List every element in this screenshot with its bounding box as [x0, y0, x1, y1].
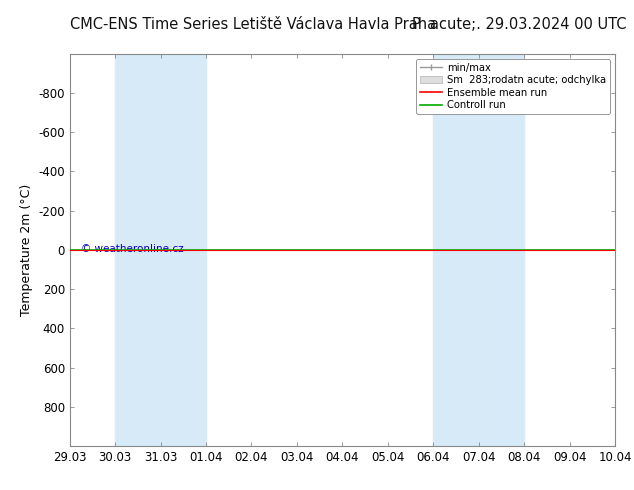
Legend: min/max, Sm  283;rodatn acute; odchylka, Ensemble mean run, Controll run: min/max, Sm 283;rodatn acute; odchylka, … [416, 59, 610, 114]
Bar [433, 54, 524, 446]
Text: CMC-ENS Time Series Letiště Václava Havla Praha: CMC-ENS Time Series Letiště Václava Havl… [70, 17, 436, 32]
Y-axis label: Temperature 2m (°C): Temperature 2m (°C) [20, 184, 33, 316]
Text: © weatheronline.cz: © weatheronline.cz [81, 244, 183, 254]
Bar [115, 54, 206, 446]
Text: P  acute;. 29.03.2024 00 UTC: P acute;. 29.03.2024 00 UTC [412, 17, 626, 32]
